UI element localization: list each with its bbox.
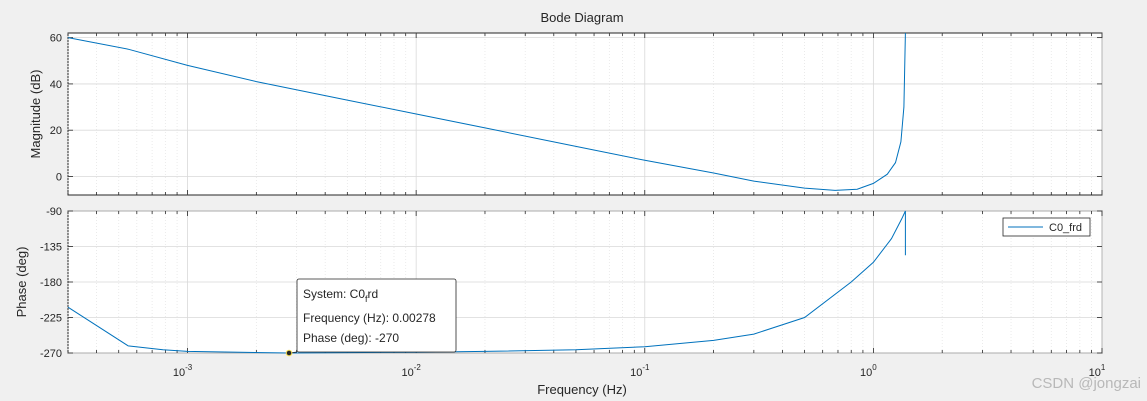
x-tick-base: 10 (173, 367, 185, 379)
y-tick-label: -225 (40, 313, 62, 325)
x-tick-exponent: 0 (872, 363, 877, 372)
x-tick-label: 10-1 (630, 363, 650, 379)
x-tick-base: 10 (401, 367, 413, 379)
y-tick-label: -90 (46, 206, 62, 218)
legend-box (1002, 217, 1091, 237)
x-tick-label: 101 (1089, 363, 1106, 379)
x-tick-exponent: -3 (185, 363, 193, 372)
x-tick-label: 100 (860, 363, 877, 379)
x-tick-exponent: -2 (414, 363, 422, 372)
x-axis-label: Frequency (Hz) (537, 382, 627, 397)
phase-y-label: Phase (deg) (14, 247, 29, 318)
datatip-system-label: System: C0 (303, 287, 365, 301)
y-tick-label: -270 (40, 348, 62, 360)
magnitude-x-ticks (67, 33, 1103, 195)
legend[interactable]: C0_frd (1002, 217, 1091, 237)
datatip-marker[interactable] (285, 349, 293, 357)
y-tick-label: 40 (50, 79, 62, 91)
datatip-system: System: C0frd (303, 287, 378, 304)
y-tick-label: -135 (40, 242, 62, 254)
phase-grid (67, 210, 1103, 354)
datatip-frequency: Frequency (Hz): 0.00278 (303, 311, 436, 325)
x-tick-exponent: -1 (642, 363, 650, 372)
datatip-system-sub: f (365, 294, 368, 304)
x-tick-base: 10 (1089, 367, 1101, 379)
magnitude-y-label: Magnitude (dB) (28, 70, 43, 159)
y-tick-label: -180 (40, 277, 62, 289)
watermark: CSDN @jongzai (1032, 375, 1141, 392)
phase-y-ticks: -270 -225 -180 -135 -90 (40, 206, 1102, 360)
chart-title: Bode Diagram (540, 10, 623, 25)
x-tick-base: 10 (630, 367, 642, 379)
y-tick-label: 20 (50, 125, 62, 137)
magnitude-grid (67, 33, 1103, 195)
x-tick-label: 10-3 (173, 363, 193, 379)
legend-entry-label: C0_frd (1049, 222, 1082, 234)
datatip-phase: Phase (deg): -270 (303, 331, 399, 345)
datatip[interactable]: System: C0frd Frequency (Hz): 0.00278 Ph… (285, 278, 457, 357)
x-tick-exponent: 1 (1101, 363, 1106, 372)
phase-series-line[interactable] (67, 210, 906, 354)
phase-axes[interactable]: -270 -225 -180 -135 -90 Phase (deg) C0_frd S… (14, 206, 1103, 360)
datatip-system-rest: rd (368, 287, 379, 301)
magnitude-y-ticks: 0 20 40 60 (50, 33, 1102, 183)
magnitude-plot-area[interactable] (67, 32, 1103, 196)
magnitude-axes[interactable]: 0 20 40 60 Magnitude (dB) (28, 32, 1103, 196)
magnitude-series-line[interactable] (67, 32, 906, 191)
y-tick-label: 0 (56, 171, 62, 183)
x-tick-base: 10 (860, 367, 872, 379)
datatip-box[interactable] (296, 278, 457, 353)
x-tick-labels: 10-3 10-2 10-1 100 101 (173, 363, 1106, 379)
x-tick-label: 10-2 (401, 363, 421, 379)
y-tick-label: 60 (50, 33, 62, 45)
